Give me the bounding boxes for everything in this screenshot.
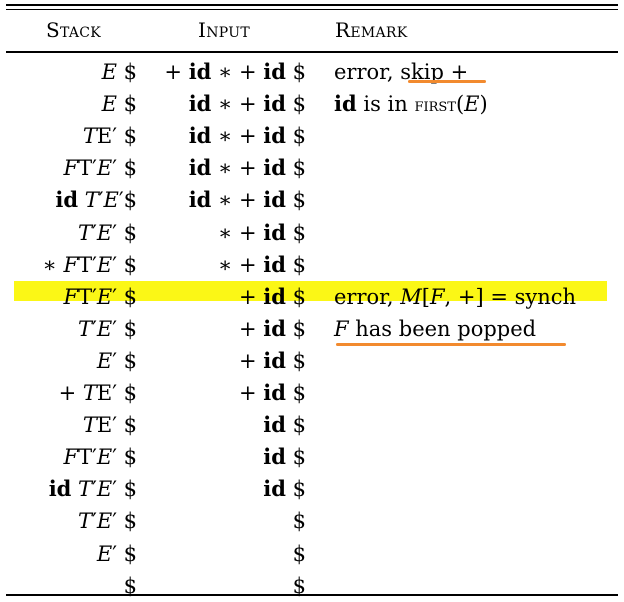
input-cell: id ∗ + id $: [188, 123, 306, 149]
input-cell: + id $: [239, 380, 306, 406]
table-row: FT′E′ $ id $: [0, 441, 624, 473]
remark-cell: error, M[F, +] = synch: [334, 284, 577, 309]
table-row: + TE′ $ + id $: [0, 377, 624, 409]
table-row: TE′ $ id $: [0, 409, 624, 441]
table-row: FT′E′ $ id ∗ + id $: [0, 152, 624, 184]
input-cell: ∗ + id $: [218, 219, 306, 245]
table-row: E′ $ + id $: [0, 345, 624, 377]
top-rule-2: [6, 9, 618, 10]
input-cell: id ∗ + id $: [188, 155, 306, 181]
stack-cell: FT′E′ $: [63, 284, 137, 309]
stack-cell: T′E′ $: [78, 316, 137, 341]
remark-cell: F has been popped: [334, 316, 537, 341]
stack-cell: id T′E′$: [55, 187, 137, 213]
table-row: T′E′ $ + id $ F has been popped: [0, 313, 624, 345]
remark-cell: error, skip +: [334, 60, 469, 84]
stack-cell: id T′E′ $: [48, 476, 137, 502]
input-cell: $: [292, 541, 306, 566]
stack-cell: TE′ $: [82, 124, 137, 149]
stack-cell: $: [123, 573, 137, 598]
annotation-underline-popped: [336, 343, 566, 346]
header-rule: [6, 51, 618, 53]
table-row: TE′ $ id ∗ + id $: [0, 120, 624, 152]
remark-cell: id is in first(E): [334, 91, 488, 117]
input-cell: ∗ + id $: [218, 251, 306, 277]
input-cell: id $: [263, 444, 306, 470]
table-row: FT′E′ $ + id $ error, M[F, +] = synch: [0, 281, 624, 313]
input-cell: id $: [263, 476, 306, 502]
input-cell: $: [292, 509, 306, 534]
stack-cell: E $: [101, 92, 137, 117]
table-row: E′ $ $: [0, 538, 624, 570]
stack-cell: T′E′ $: [78, 220, 137, 245]
header-stack: Stack: [46, 18, 102, 42]
error-row-highlight: [14, 281, 607, 301]
stack-cell: T′E′ $: [78, 509, 137, 534]
table-row: id T′E′$ id ∗ + id $: [0, 184, 624, 216]
input-cell: id ∗ + id $: [188, 187, 306, 213]
bottom-rule: [6, 594, 618, 596]
table-row: E $ + id ∗ + id $ error, skip +: [0, 56, 624, 88]
table-row: ∗ FT′E′ $ ∗ + id $: [0, 249, 624, 281]
stack-cell: FT′E′ $: [63, 445, 137, 470]
stack-cell: FT′E′ $: [63, 156, 137, 181]
stack-cell: + TE′ $: [58, 381, 137, 405]
input-cell: $: [292, 573, 306, 598]
input-cell: + id $: [239, 315, 306, 341]
stack-cell: E′ $: [96, 348, 137, 373]
input-cell: + id ∗ + id $: [164, 59, 306, 85]
annotation-underline-skip: [408, 80, 486, 83]
top-rule-1: [6, 4, 618, 6]
table-row: T′E′ $ ∗ + id $: [0, 217, 624, 249]
table-row: id T′E′ $ id $: [0, 473, 624, 505]
stack-cell: TE′ $: [82, 413, 137, 438]
stack-cell: E $: [101, 60, 137, 84]
table-row: $ $: [0, 570, 624, 602]
header-remark: Remark: [335, 18, 408, 42]
input-cell: id $: [263, 412, 306, 438]
stack-cell: ∗ FT′E′ $: [42, 252, 137, 277]
input-cell: + id $: [239, 347, 306, 373]
input-cell: id ∗ + id $: [188, 91, 306, 117]
table-row: T′E′ $ $: [0, 505, 624, 537]
stack-cell: E′ $: [96, 541, 137, 566]
table-row: E $ id ∗ + id $ id is in first(E): [0, 88, 624, 120]
input-cell: + id $: [239, 283, 306, 309]
header-input: Input: [198, 18, 250, 42]
